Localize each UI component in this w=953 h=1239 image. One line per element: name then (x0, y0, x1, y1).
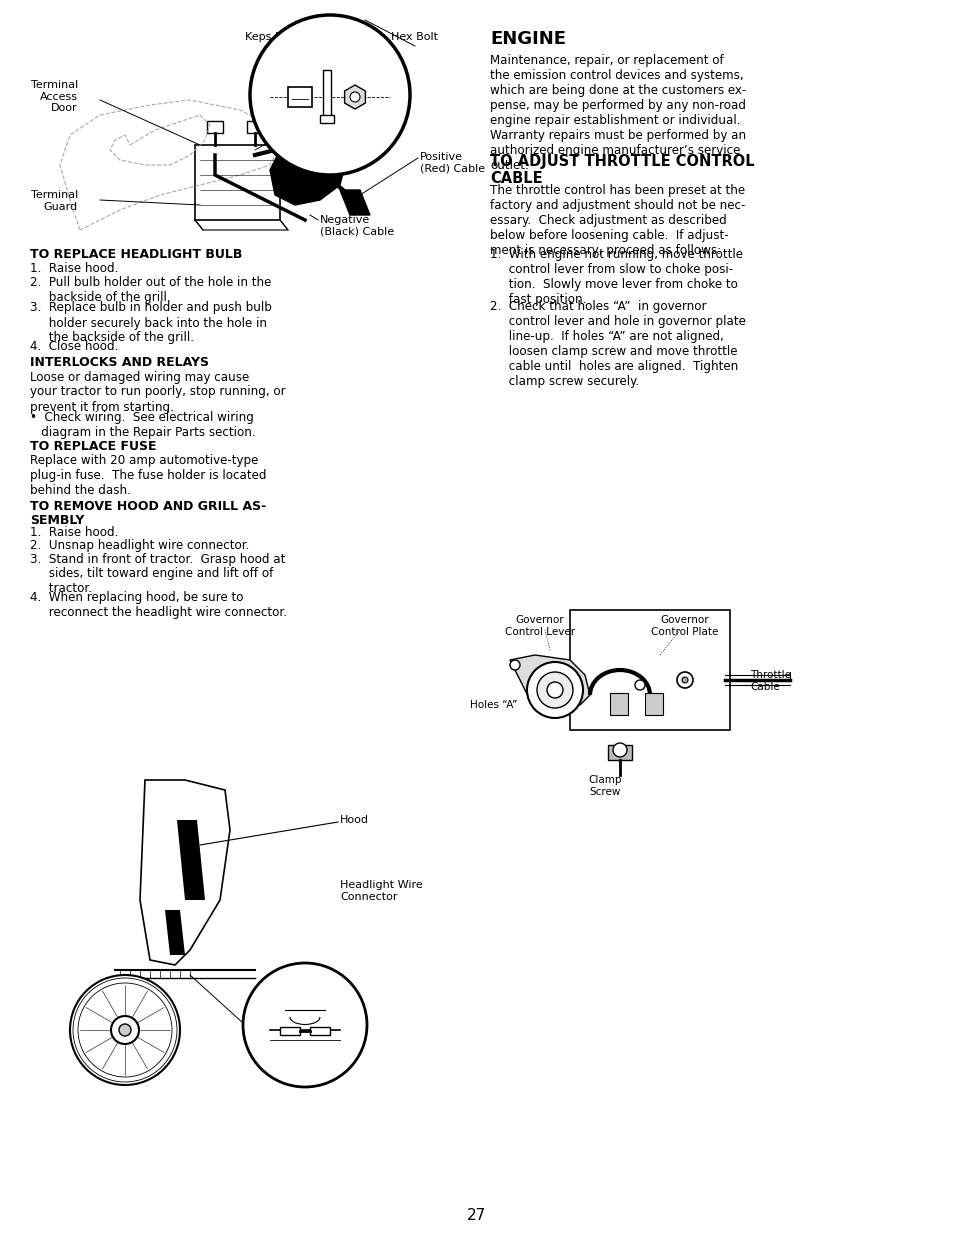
Polygon shape (344, 85, 365, 109)
Circle shape (677, 672, 692, 688)
Bar (644, 693, 662, 715)
Text: Terminal
Access
Door: Terminal Access Door (30, 81, 78, 113)
Polygon shape (510, 655, 589, 710)
Bar (280, 1027, 299, 1035)
Circle shape (119, 1023, 131, 1036)
Bar (609, 693, 627, 715)
Text: 1.  Raise hood.: 1. Raise hood. (30, 525, 118, 539)
Polygon shape (140, 781, 230, 965)
Text: 2.  Check that holes “A”  in governor
     control lever and hole in governor pl: 2. Check that holes “A” in governor cont… (490, 300, 745, 388)
Text: 1.  With engine not running, move throttle
     control lever from slow to choke: 1. With engine not running, move throttl… (490, 248, 742, 306)
Text: ENGINE: ENGINE (490, 30, 565, 48)
Circle shape (510, 660, 519, 670)
Polygon shape (270, 130, 345, 204)
Bar (323, 69, 331, 120)
Text: INTERLOCKS AND RELAYS: INTERLOCKS AND RELAYS (30, 357, 209, 369)
Text: 1.  Raise hood.: 1. Raise hood. (30, 261, 118, 275)
Text: Holes “A”: Holes “A” (470, 700, 517, 710)
Circle shape (681, 676, 687, 683)
Text: Hood: Hood (339, 815, 369, 825)
Text: 3.  Stand in front of tractor.  Grasp hood at
     sides, tilt toward engine and: 3. Stand in front of tractor. Grasp hood… (30, 553, 285, 596)
Text: Governor
Control Lever: Governor Control Lever (504, 615, 575, 637)
Circle shape (546, 681, 562, 698)
Circle shape (537, 672, 573, 707)
Bar (569, 610, 729, 730)
Circle shape (70, 975, 180, 1085)
Text: TO REPLACE FUSE: TO REPLACE FUSE (30, 440, 156, 453)
Bar (247, 121, 263, 133)
Text: 3.  Replace bulb in holder and push bulb
     holder securely back into the hole: 3. Replace bulb in holder and push bulb … (30, 301, 272, 344)
Text: Negative
(Black) Cable: Negative (Black) Cable (319, 216, 394, 237)
Text: TO REPLACE HEADLIGHT BULB: TO REPLACE HEADLIGHT BULB (30, 248, 242, 261)
Text: Terminal
Guard: Terminal Guard (30, 190, 78, 212)
Text: 27: 27 (467, 1208, 486, 1223)
Text: Maintenance, repair, or replacement of
the emission control devices and systems,: Maintenance, repair, or replacement of t… (490, 55, 745, 172)
Text: TO REMOVE HOOD AND GRILL AS-
SEMBLY: TO REMOVE HOOD AND GRILL AS- SEMBLY (30, 499, 266, 528)
Text: Hex Bolt: Hex Bolt (391, 32, 438, 42)
Bar (207, 121, 223, 133)
Text: 4.  When replacing hood, be sure to
     reconnect the headlight wire connector.: 4. When replacing hood, be sure to recon… (30, 591, 287, 620)
Text: Headlight Wire
Connector: Headlight Wire Connector (339, 880, 422, 902)
Text: Throttle
Cable: Throttle Cable (749, 670, 790, 691)
Circle shape (613, 743, 626, 757)
Text: Loose or damaged wiring may cause
your tractor to run poorly, stop running, or
p: Loose or damaged wiring may cause your t… (30, 370, 285, 414)
Text: Positive
(Red) Cable: Positive (Red) Cable (419, 152, 485, 173)
Circle shape (250, 15, 410, 175)
Polygon shape (165, 909, 185, 955)
Polygon shape (177, 820, 205, 900)
Text: 4.  Close hood.: 4. Close hood. (30, 339, 118, 353)
Bar (607, 745, 631, 760)
Circle shape (350, 92, 359, 102)
Text: 2.  Unsnap headlight wire connector.: 2. Unsnap headlight wire connector. (30, 539, 249, 553)
Bar (310, 1027, 330, 1035)
Text: 2.  Pull bulb holder out of the hole in the
     backside of the grill.: 2. Pull bulb holder out of the hole in t… (30, 275, 271, 304)
Text: Replace with 20 amp automotive-type
plug-in fuse.  The fuse holder is located
be: Replace with 20 amp automotive-type plug… (30, 453, 266, 497)
Bar (194, 145, 280, 221)
Circle shape (526, 662, 582, 717)
Text: •  Check wiring.  See electrical wiring
   diagram in the Repair Parts section.: • Check wiring. See electrical wiring di… (30, 411, 255, 439)
Text: Clamp
Screw: Clamp Screw (588, 776, 621, 797)
Text: TO ADJUST THROTTLE CONTROL
CABLE: TO ADJUST THROTTLE CONTROL CABLE (490, 154, 754, 186)
Text: Keps Nut: Keps Nut (245, 32, 294, 42)
Polygon shape (339, 190, 370, 216)
Text: The throttle control has been preset at the
factory and adjustment should not be: The throttle control has been preset at … (490, 185, 744, 256)
Text: Governor
Control Plate: Governor Control Plate (651, 615, 718, 637)
Bar (319, 115, 334, 123)
Circle shape (635, 680, 644, 690)
Circle shape (111, 1016, 139, 1044)
Bar (288, 87, 312, 107)
Circle shape (243, 963, 367, 1087)
